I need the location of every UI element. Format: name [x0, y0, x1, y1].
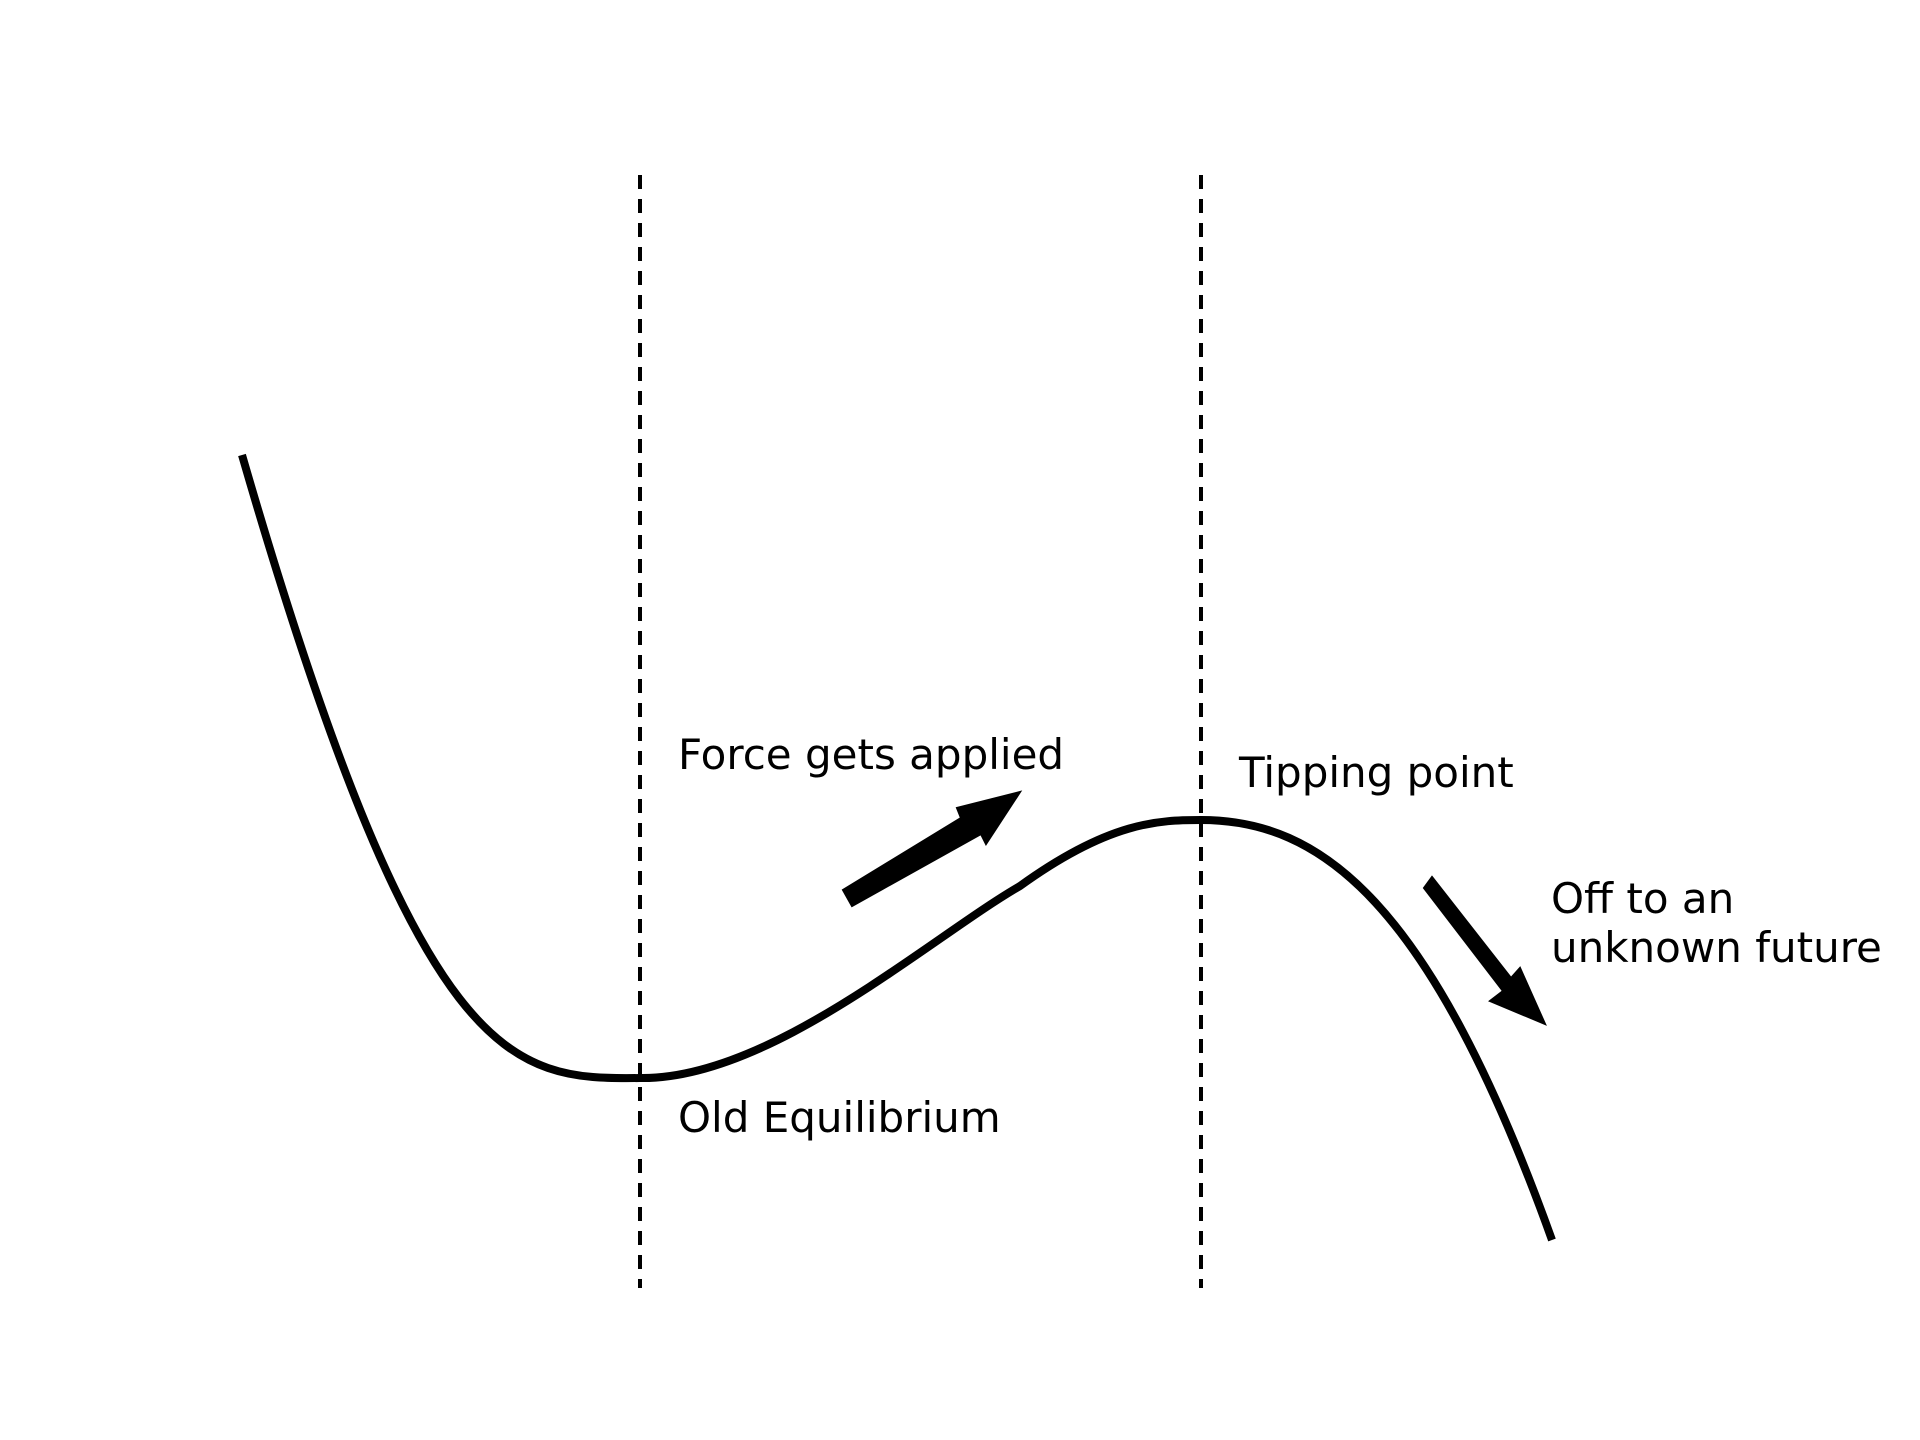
old-equilibrium-label: Old Equilibrium [678, 1093, 1001, 1142]
tipping-point-label: Tipping point [1238, 748, 1514, 797]
force-arrow-icon [841, 790, 1023, 908]
future-label-line-1: Off to an [1551, 874, 1734, 923]
falling-arrow-icon [1422, 875, 1547, 1026]
force-label: Force gets applied [678, 730, 1064, 779]
landscape-curve [238, 453, 1556, 1242]
future-label-line-2: unknown future [1551, 923, 1882, 972]
